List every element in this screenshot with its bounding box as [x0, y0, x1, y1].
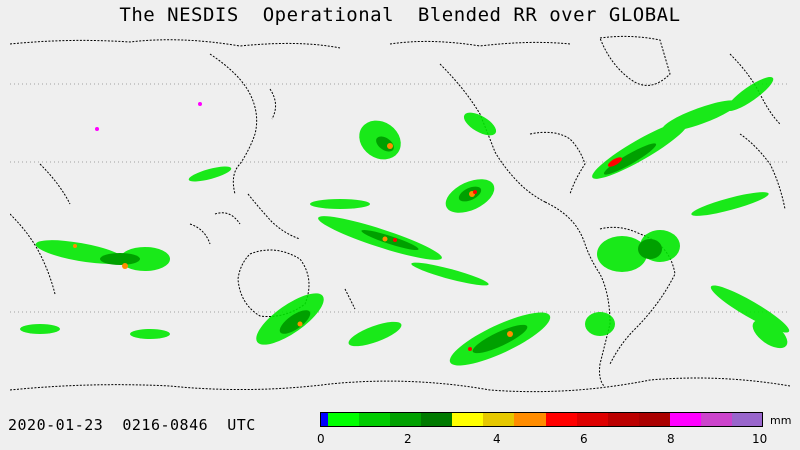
graticule [10, 83, 790, 313]
scale-swatch [700, 412, 733, 427]
scale-swatch [545, 412, 578, 427]
scale-swatch [328, 412, 360, 427]
coastlines [10, 35, 790, 393]
scale-swatch [731, 412, 764, 427]
scale-swatch [359, 412, 391, 427]
scale-tick-2: 2 [404, 432, 412, 446]
scale-swatch [607, 412, 640, 427]
scale-swatch [390, 412, 422, 427]
scale-tick-0: 0 [317, 432, 325, 446]
unit-label: mm [770, 414, 792, 427]
scale-swatch [452, 412, 484, 427]
scale-swatch [320, 412, 329, 427]
scale-swatch [638, 412, 671, 427]
scale-tick-6: 6 [580, 432, 588, 446]
scale-tick-10: 10 [752, 432, 768, 446]
timestamp-label: 2020-01-23 0216-0846 UTC [8, 416, 256, 434]
scale-tick-4: 4 [493, 432, 501, 446]
map-title: The NESDIS Operational Blended RR over G… [119, 4, 681, 26]
scale-swatch [669, 412, 702, 427]
rainfall-areas [20, 76, 790, 366]
scale-swatch [514, 412, 546, 427]
scale-swatch [576, 412, 609, 427]
precipitation-map [10, 35, 790, 393]
scale-tick-8: 8 [667, 432, 675, 446]
scale-swatch [483, 412, 515, 427]
scale-swatch [421, 412, 453, 427]
color-scale-frame [320, 412, 763, 427]
